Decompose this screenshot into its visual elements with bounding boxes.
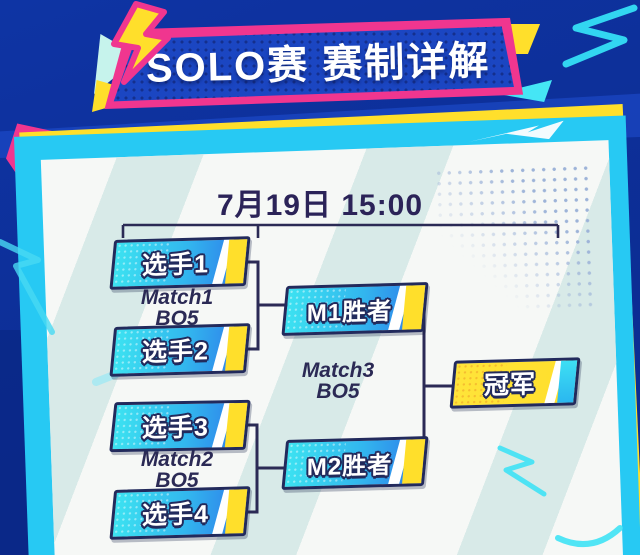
- match1-name: Match1: [140, 286, 214, 309]
- match2-winner-label: M2胜者: [307, 451, 393, 481]
- match2-name: Match2: [140, 448, 214, 471]
- player2-label: 选手2: [141, 337, 209, 368]
- player4-tag: 选手4: [109, 486, 251, 540]
- match2-winner-tag: M2胜者: [281, 436, 429, 490]
- match1-format: BO5: [155, 307, 199, 330]
- match2-info: Match2 BO5: [112, 449, 242, 491]
- match1-winner-tag: M1胜者: [281, 282, 429, 336]
- player3-tag: 选手3: [109, 399, 251, 453]
- title-banner: [104, 17, 524, 110]
- champion-tag: 冠军: [449, 357, 581, 409]
- match1-info: Match1 BO5: [112, 287, 242, 329]
- title-banner-inner: [113, 26, 514, 102]
- player2-tag: 选手2: [109, 323, 251, 377]
- player1-label: 选手1: [141, 250, 209, 281]
- match3-format: BO5: [316, 380, 360, 403]
- match2-format: BO5: [155, 469, 199, 492]
- player4-label: 选手4: [141, 500, 209, 531]
- match3-name: Match3: [301, 359, 375, 382]
- schedule-datetime: 7月19日 15:00: [216, 189, 424, 222]
- match1-winner-label: M1胜者: [307, 297, 393, 327]
- player3-label: 选手3: [141, 413, 209, 443]
- match3-info: Match3 BO5: [278, 360, 398, 402]
- champion-label: 冠军: [483, 370, 537, 400]
- player1-tag: 选手1: [109, 236, 251, 290]
